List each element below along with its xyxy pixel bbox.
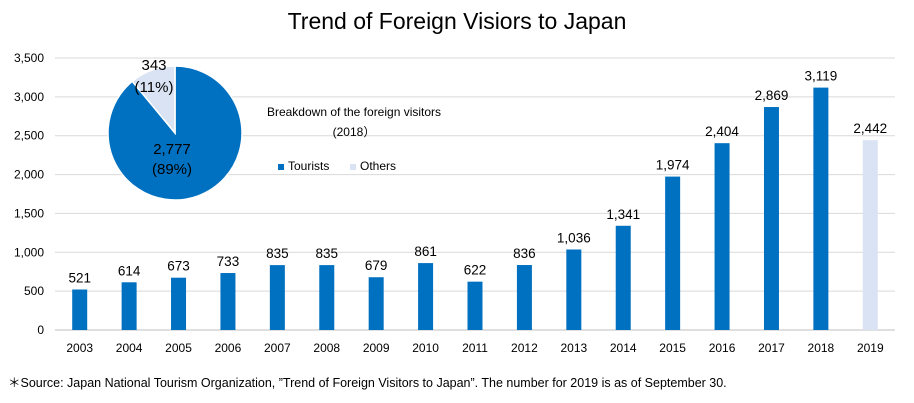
bar xyxy=(72,289,88,330)
data-label: 1,036 xyxy=(557,230,591,245)
bar xyxy=(566,249,582,330)
bar xyxy=(665,176,681,330)
bar xyxy=(220,273,236,330)
x-tick-label: 2019 xyxy=(857,341,884,355)
x-axis-ticks: 2003 2004 2005 2006 2007 2008 2009 2010 2011 2012… xyxy=(66,341,884,355)
y-tick-label: 3,500 xyxy=(14,51,44,65)
data-label: 614 xyxy=(118,263,141,278)
data-labels: 521 614 673 733 835 835 679 861 622 836 1,036 1,341… xyxy=(68,69,887,286)
y-tick-label: 2,500 xyxy=(14,129,44,143)
data-label: 3,119 xyxy=(804,69,837,84)
bar xyxy=(121,282,137,330)
data-label: 1,341 xyxy=(606,207,640,222)
legend-swatch-tourists xyxy=(278,164,284,170)
pie-subtitle: (2018） xyxy=(333,125,376,139)
bar xyxy=(269,265,285,330)
pie-value-tourists: 2,777 xyxy=(153,141,191,158)
data-label: 2,442 xyxy=(853,121,887,136)
legend-label-others: Others xyxy=(360,159,396,173)
bar xyxy=(714,143,730,330)
x-tick-label: 2006 xyxy=(215,341,242,355)
pie-legend: Tourists Others xyxy=(278,159,396,173)
data-label: 861 xyxy=(414,244,437,259)
y-axis-ticks: 0 500 1,000 1,500 2,000 2,500 3,000 3,500 xyxy=(14,51,44,337)
bar xyxy=(862,140,878,330)
data-label: 622 xyxy=(464,263,487,278)
x-tick-label: 2012 xyxy=(511,341,538,355)
x-tick-label: 2009 xyxy=(363,341,390,355)
source-note: ＊Source: Japan National Tourism Organiza… xyxy=(8,376,727,390)
data-label: 1,974 xyxy=(656,158,690,173)
pie-slice-others xyxy=(131,65,176,136)
bars xyxy=(72,87,878,330)
bar xyxy=(368,277,384,330)
x-tick-label: 2016 xyxy=(709,341,736,355)
bar xyxy=(319,265,335,330)
y-tick-label: 1,000 xyxy=(14,245,44,259)
pie-pct-others: (11%) xyxy=(135,79,174,96)
x-tick-label: 2007 xyxy=(264,341,291,355)
pie-pct-tourists: (89%) xyxy=(152,161,192,178)
x-tick-label: 2017 xyxy=(758,341,785,355)
pie-chart: 2,777 (89%) 343 (11%) xyxy=(107,57,243,201)
y-tick-label: 3,000 xyxy=(14,90,44,104)
legend-label-tourists: Tourists xyxy=(288,159,329,173)
x-tick-label: 2004 xyxy=(116,341,143,355)
bar xyxy=(467,281,483,330)
legend-swatch-others xyxy=(350,164,356,170)
data-label: 733 xyxy=(217,254,240,269)
pie-title: Breakdown of the foreign visitors xyxy=(267,105,441,119)
data-label: 521 xyxy=(68,271,91,286)
data-label: 2,404 xyxy=(705,124,739,139)
chart-title: Trend of Foreign Visiors to Japan xyxy=(287,8,627,34)
bar xyxy=(763,107,779,330)
y-tick-label: 500 xyxy=(24,284,44,298)
bar xyxy=(813,87,829,330)
data-label: 2,869 xyxy=(755,88,789,103)
x-tick-label: 2018 xyxy=(808,341,835,355)
data-label: 836 xyxy=(513,246,536,261)
data-label: 673 xyxy=(167,259,190,274)
bar xyxy=(516,265,532,330)
x-tick-label: 2008 xyxy=(313,341,340,355)
x-tick-label: 2003 xyxy=(66,341,93,355)
x-tick-label: 2013 xyxy=(560,341,587,355)
y-tick-label: 2,000 xyxy=(14,168,44,182)
data-label: 679 xyxy=(365,258,388,273)
x-tick-label: 2014 xyxy=(610,341,637,355)
x-tick-label: 2011 xyxy=(462,341,488,355)
x-tick-label: 2005 xyxy=(165,341,192,355)
bar xyxy=(171,277,187,330)
x-tick-label: 2010 xyxy=(412,341,439,355)
y-tick-label: 1,500 xyxy=(14,206,44,220)
data-label: 835 xyxy=(266,246,289,261)
pie-value-others: 343 xyxy=(141,57,166,74)
pie-annotations: Breakdown of the foreign visitors (2018） xyxy=(267,105,441,139)
y-tick-label: 0 xyxy=(37,323,44,337)
x-tick-label: 2015 xyxy=(659,341,686,355)
data-label: 835 xyxy=(315,246,338,261)
bar xyxy=(418,263,434,330)
bar xyxy=(615,225,631,330)
